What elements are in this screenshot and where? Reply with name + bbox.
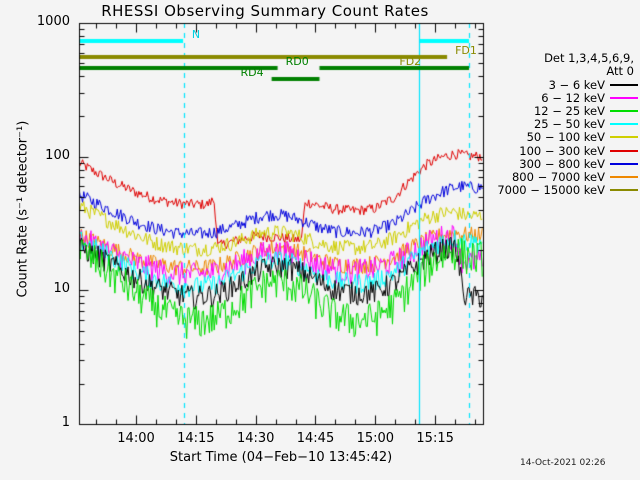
y-tick-label: 1000 (36, 14, 70, 29)
legend-detector-line2: Att 0 (606, 64, 634, 78)
x-tick-label: 15:00 (356, 431, 395, 446)
y-tick-label: 10 (53, 281, 70, 297)
legend-color-swatch (610, 96, 638, 99)
legend-item: 800 − 7000 keV (492, 169, 638, 184)
legend-item: 100 − 300 keV (492, 143, 638, 158)
legend-entries: 3 − 6 keV 6 − 12 keV 12 − 25 keV 25 − 50 ke… (492, 78, 638, 197)
annotation-bar-label: N (191, 28, 201, 41)
legend-item-label: 25 − 50 keV (533, 117, 605, 132)
legend-item-label: 300 − 800 keV (519, 156, 605, 171)
legend-item: 12 − 25 keV (492, 103, 638, 118)
legend-color-swatch (610, 109, 638, 112)
annotation-bar-label: FD1 (455, 44, 477, 57)
legend-color-swatch (610, 175, 638, 178)
legend-item-label: 6 − 12 keV (541, 90, 605, 105)
annotation-bar-label: FD2 (399, 55, 422, 68)
legend-item: 25 − 50 keV (492, 117, 638, 132)
legend-color-swatch (610, 83, 638, 86)
x-axis-label: Start Time (04−Feb−10 13:45:42) (169, 450, 393, 465)
legend-color-swatch (610, 162, 638, 165)
y-tick-label: 1 (61, 415, 70, 430)
x-tick-label: 14:30 (236, 431, 275, 446)
x-tick-label: 15:15 (416, 431, 454, 446)
x-tick-label: 14:00 (117, 431, 155, 446)
legend-item-label: 800 − 7000 keV (511, 169, 605, 184)
legend-item-label: 7000 − 15000 keV (497, 183, 605, 198)
footer-timestamp: 14-Oct-2021 02:26 (520, 458, 606, 468)
page-title: RHESSI Observing Summary Count Rates (101, 2, 429, 20)
legend-item: 7000 − 15000 keV (492, 183, 638, 198)
legend-item: 6 − 12 keV (492, 90, 638, 105)
legend-item-label: 50 − 100 keV (526, 130, 605, 145)
legend-color-swatch (610, 149, 638, 152)
legend-color-swatch (610, 123, 638, 126)
legend-color-swatch (610, 189, 638, 192)
legend-color-swatch (610, 136, 638, 139)
legend-item: 3 − 6 keV (492, 77, 638, 92)
legend-item-label: 100 − 300 keV (519, 143, 605, 158)
legend-item: 50 − 100 keV (492, 130, 638, 145)
x-tick-label: 14:15 (177, 431, 215, 446)
legend-detector-line1: Det 1,3,4,5,6,9, (544, 51, 634, 65)
legend-item: 300 − 800 keV (492, 156, 638, 171)
legend: Det 1,3,4,5,6,9, Att 0 3 − 6 keV 6 − 12 k… (492, 52, 638, 197)
legend-item-label: 12 − 25 keV (533, 103, 605, 118)
legend-item-label: 3 − 6 keV (548, 77, 605, 92)
x-tick-label: 14:45 (296, 431, 335, 446)
annotation-bar-label: RD0 (285, 55, 309, 68)
y-tick-label: 100 (45, 147, 70, 163)
annotation-bar-label: RD4 (240, 66, 264, 79)
